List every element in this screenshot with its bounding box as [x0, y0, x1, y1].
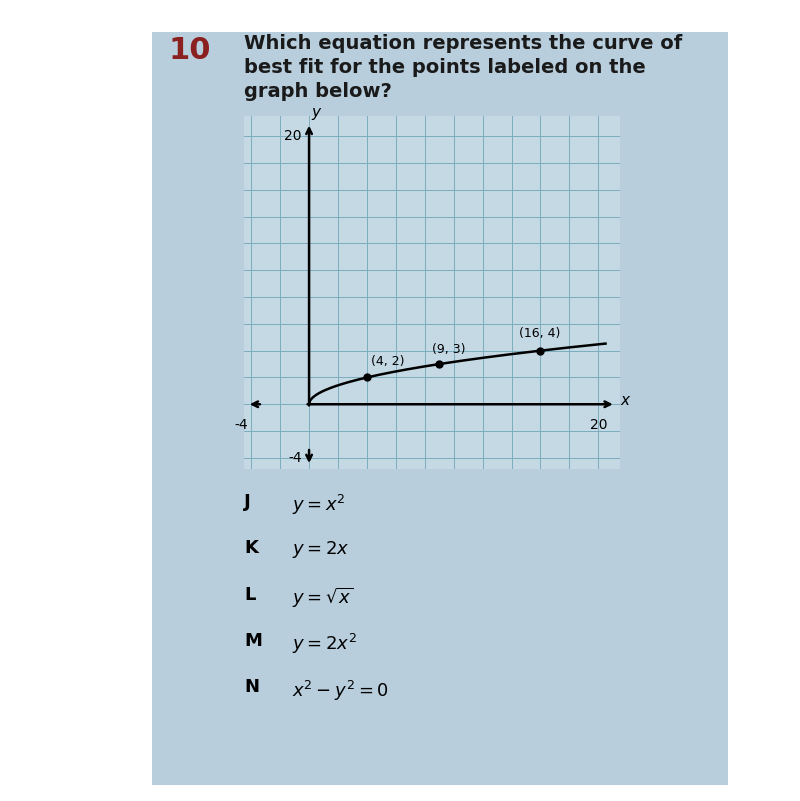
- Text: (4, 2): (4, 2): [371, 355, 405, 368]
- Text: best fit for the points labeled on the: best fit for the points labeled on the: [244, 58, 646, 77]
- Text: y: y: [312, 105, 321, 120]
- Text: $y = 2x^2$: $y = 2x^2$: [292, 632, 357, 656]
- Text: graph below?: graph below?: [244, 82, 392, 101]
- Text: 10: 10: [168, 36, 210, 65]
- Text: J: J: [244, 493, 250, 510]
- Text: M: M: [244, 632, 262, 650]
- Text: L: L: [244, 586, 255, 603]
- Text: Which equation represents the curve of: Which equation represents the curve of: [244, 34, 682, 53]
- Text: 20: 20: [284, 129, 302, 143]
- Text: $x^2 - y^2 = 0$: $x^2 - y^2 = 0$: [292, 678, 389, 702]
- Text: (16, 4): (16, 4): [518, 327, 560, 340]
- Text: (9, 3): (9, 3): [432, 343, 466, 356]
- Text: x: x: [620, 392, 629, 408]
- Text: -4: -4: [288, 451, 302, 465]
- Text: 20: 20: [590, 417, 607, 432]
- Text: $y = \sqrt{x}$: $y = \sqrt{x}$: [292, 586, 354, 610]
- Text: $y = 2x$: $y = 2x$: [292, 539, 350, 560]
- Text: $y = x^2$: $y = x^2$: [292, 493, 346, 517]
- Text: -4: -4: [234, 417, 248, 432]
- Text: N: N: [244, 678, 259, 696]
- Text: K: K: [244, 539, 258, 557]
